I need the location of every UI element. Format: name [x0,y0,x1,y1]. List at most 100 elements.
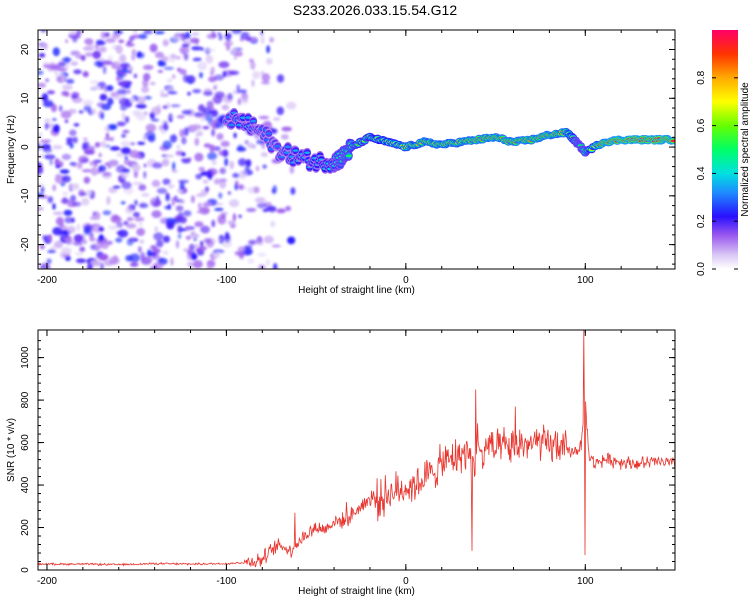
noise-blob [90,166,99,176]
noise-blob [276,208,286,214]
noise-blob [126,217,134,222]
noise-blob [165,154,174,158]
noise-blob [192,89,202,94]
noise-blob [195,193,206,198]
ridge-core [245,116,252,119]
noise-blob [175,55,181,60]
colorbar-label: Normalized spectral amplitude [740,82,750,217]
noise-blob [226,43,231,51]
noise-blob [179,181,185,191]
noise-blob [143,30,153,35]
noise-blob [70,95,78,99]
noise-blob [222,70,227,78]
noise-blob [157,69,164,73]
noise-blob [39,244,45,250]
noise-blob [166,221,175,230]
noise-blob [98,46,107,53]
noise-blob [142,64,154,71]
noise-blob [162,105,168,109]
noise-blob [116,89,128,95]
noise-blob [54,240,63,249]
noise-blob [98,226,105,232]
noise-blob [42,64,54,69]
noise-blob [132,109,142,117]
noise-blob [183,127,189,137]
noise-blob [219,167,227,175]
noise-blob [131,164,141,172]
noise-blob [69,162,77,166]
noise-blob [127,66,134,71]
noise-blob [40,30,47,33]
noise-blob [83,137,88,141]
noise-blob [255,165,260,172]
noise-blob [202,126,210,130]
noise-blob [174,195,178,199]
noise-blob [194,244,199,248]
noise-blob [203,238,212,244]
noise-blob [105,132,109,138]
noise-blob [39,263,51,269]
noise-blob [228,70,240,76]
noise-blob [227,220,236,225]
noise-blob [72,241,83,246]
noise-blob [258,115,270,120]
noise-blob [178,216,187,224]
noise-blob [66,140,73,146]
noise-blob [83,239,87,244]
noise-blob [108,124,117,131]
noise-blob [100,31,107,39]
noise-blob [129,35,135,42]
noise-blob [61,90,69,97]
noise-blob [46,90,56,95]
noise-blob [249,58,254,63]
noise-blob [126,223,137,229]
noise-blob [38,82,47,88]
noise-blob [54,158,60,167]
noise-blob [227,92,233,101]
noise-blob [129,262,139,267]
noise-blob [208,174,213,181]
noise-blob [198,245,207,251]
noise-blob [247,258,255,264]
noise-blob [213,85,217,91]
noise-blob [227,191,231,195]
noise-blob [115,237,123,243]
noise-blob [224,33,233,38]
noise-blob [162,39,169,47]
noise-blob [187,247,192,257]
x-tick-label: -100 [216,576,236,587]
noise-blob [234,180,239,187]
noise-blob [269,37,274,43]
noise-blob [55,173,61,178]
noise-blob [115,44,123,54]
noise-blob [194,137,200,146]
noise-blob [273,117,281,121]
noise-blob [86,43,96,51]
noise-blob [151,210,162,219]
colorbar-tick-label: 0.2 [696,214,707,228]
noise-blob [71,183,80,190]
noise-blob [150,245,158,250]
noise-blob [180,158,192,162]
noise-blob [289,165,295,174]
noise-blob [137,51,142,58]
noise-blob [154,51,165,59]
noise-blob [197,61,208,71]
noise-blob [211,159,217,166]
noise-blob [103,137,115,141]
noise-blob [217,214,223,223]
noise-blob [138,33,148,40]
noise-blob [162,178,171,185]
noise-blob [145,123,157,133]
noise-blob [55,216,64,226]
noise-blob [141,86,150,93]
noise-blob [52,118,57,122]
noise-blob [231,49,237,55]
noise-blob [260,36,265,45]
noise-blob [171,200,175,207]
noise-blob [167,91,178,95]
noise-blob [81,169,93,173]
noise-blob [90,260,102,267]
noise-blob [234,250,245,256]
noise-blob [70,195,77,202]
